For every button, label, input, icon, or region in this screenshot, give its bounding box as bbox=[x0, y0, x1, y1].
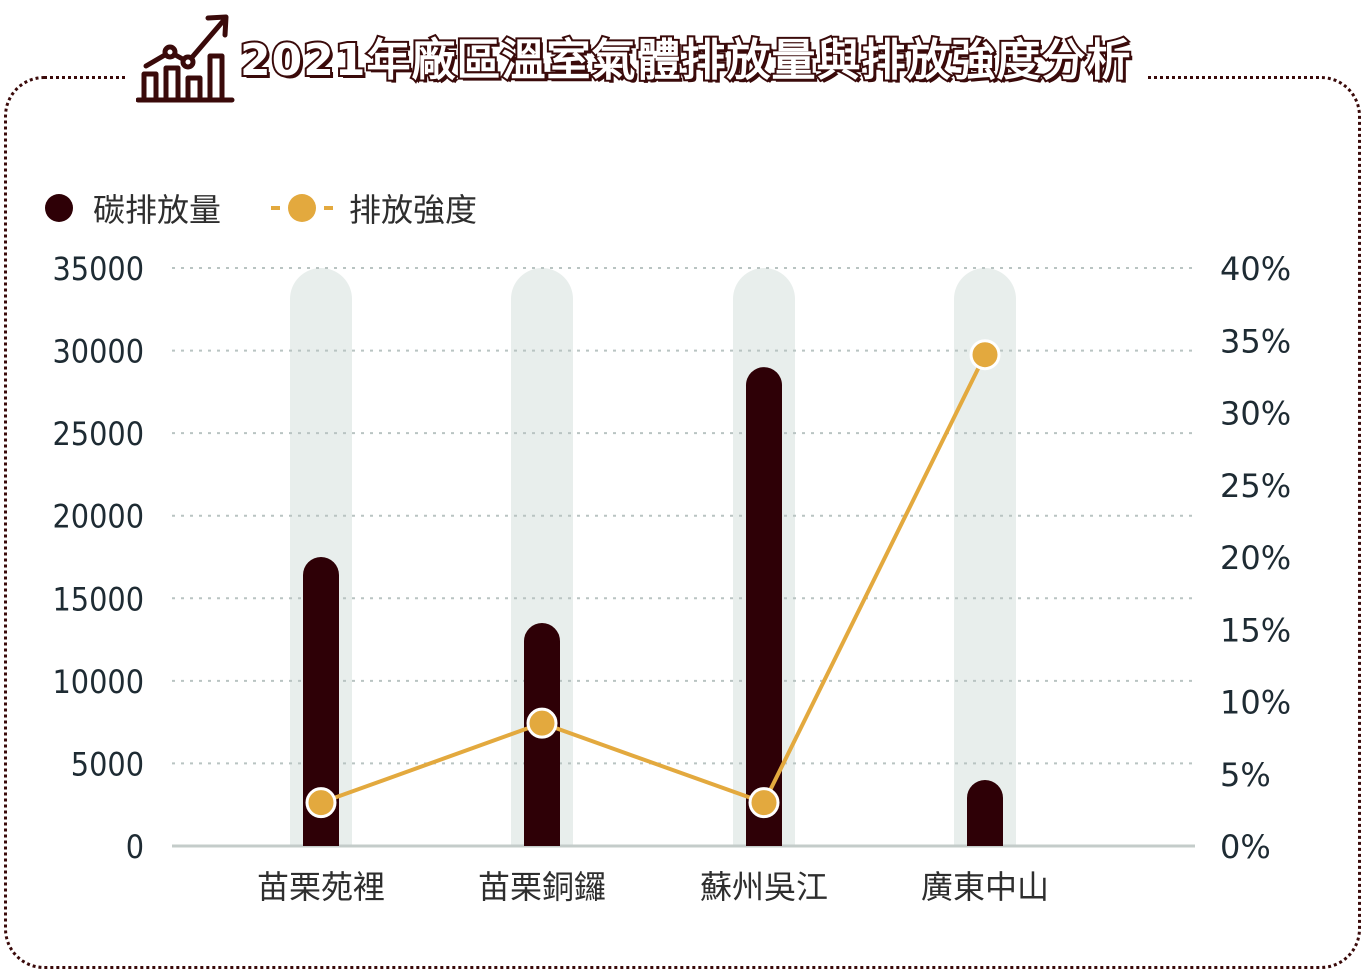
legend-item-bar: 碳排放量 bbox=[45, 185, 221, 231]
intensity-point bbox=[969, 339, 1001, 371]
chart-title: 2021年廠區溫室氣體排放量與排放強度分析 bbox=[238, 33, 1132, 88]
x-category-label: 苗栗銅鑼 bbox=[478, 868, 606, 906]
bar-track bbox=[954, 268, 1016, 846]
y-left-tick-label: 35000 bbox=[52, 250, 144, 288]
y-right-tick-label: 15% bbox=[1220, 611, 1291, 649]
intensity-point bbox=[305, 787, 337, 819]
y-left-tick-label: 10000 bbox=[52, 663, 144, 701]
y-left-tick-label: 25000 bbox=[52, 415, 144, 453]
y-right-tick-label: 5% bbox=[1220, 756, 1271, 794]
legend-bar-swatch bbox=[45, 194, 73, 222]
chart-growth-icon bbox=[136, 14, 235, 103]
y-right-tick-label: 25% bbox=[1220, 467, 1291, 505]
y-right-tick-label: 20% bbox=[1220, 539, 1291, 577]
legend-bar-label: 碳排放量 bbox=[93, 191, 222, 229]
y-left-tick-label: 5000 bbox=[71, 745, 144, 783]
legend-item-line: 排放強度 bbox=[271, 185, 477, 231]
bar-base bbox=[303, 826, 339, 846]
x-category-label: 蘇州吳江 bbox=[700, 868, 828, 906]
bar-base bbox=[967, 826, 1003, 846]
x-category-label: 苗栗苑裡 bbox=[257, 868, 385, 906]
x-category-label: 廣東中山 bbox=[921, 868, 1049, 906]
legend-line-swatch bbox=[271, 194, 334, 222]
y-left-tick-label: 15000 bbox=[52, 580, 144, 618]
bar-base bbox=[746, 826, 782, 846]
y-left-tick-label: 20000 bbox=[52, 498, 144, 536]
intensity-line bbox=[320, 353, 987, 805]
title-block: 2021年廠區溫室氣體排放量與排放強度分析 bbox=[128, 6, 1146, 106]
bar bbox=[746, 367, 782, 846]
intensity-point bbox=[748, 787, 780, 819]
y-right-tick-label: 40% bbox=[1220, 250, 1291, 288]
legend-line-label: 排放強度 bbox=[349, 191, 478, 229]
y-left-tick-label: 30000 bbox=[52, 333, 144, 371]
bar bbox=[303, 557, 339, 846]
y-left-tick-label: 0 bbox=[126, 828, 144, 866]
y-right-tick-label: 10% bbox=[1220, 684, 1291, 722]
legend: 碳排放量 排放強度 bbox=[45, 185, 527, 231]
y-right-tick-label: 0% bbox=[1220, 828, 1271, 866]
bar-base bbox=[524, 826, 560, 846]
y-right-tick-label: 35% bbox=[1220, 322, 1291, 360]
y-right-tick-label: 30% bbox=[1220, 395, 1291, 433]
intensity-point bbox=[526, 707, 558, 739]
